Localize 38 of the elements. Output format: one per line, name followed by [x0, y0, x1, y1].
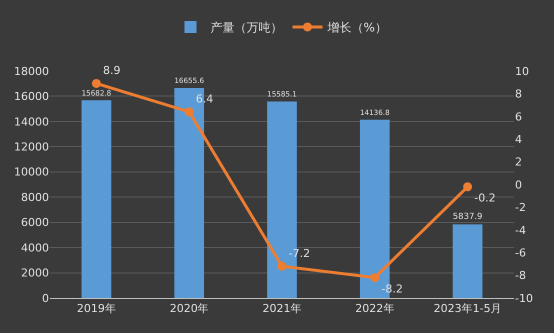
y-tick-label: 14000 [14, 115, 49, 128]
x-tick-label: 2023年1-5月 [434, 302, 502, 316]
y2-tick-label: -8 [515, 269, 526, 282]
point [278, 262, 286, 271]
y2-tick-label: 10 [515, 64, 529, 78]
point [184, 107, 194, 116]
x-tick-label: 2020年 [170, 302, 209, 316]
point [463, 182, 472, 192]
point [370, 273, 380, 282]
y-tick-label: 12000 [14, 140, 49, 154]
x-tick-label: 2019年 [76, 302, 116, 316]
y2-tick-label: -4 [515, 224, 526, 237]
y2-tick-label: 6 [515, 110, 522, 124]
y2-tick-label: -2 [515, 201, 526, 214]
legend-label: 增长（%） [326, 20, 387, 35]
y-tick-label: 6000 [21, 216, 49, 230]
data-label: 5837.9 [452, 211, 482, 222]
y2-tick-label: 8 [515, 88, 522, 101]
y-tick-label: 16000 [14, 90, 49, 104]
y-tick-label: 18000 [14, 64, 49, 78]
legend-label: 产量（万吨） [210, 20, 282, 35]
y-tick-label: 10000 [14, 166, 49, 179]
y-tick-label: 2000 [21, 266, 49, 280]
y-tick-label: 0 [42, 292, 49, 305]
x-tick-label: 2022年 [355, 302, 394, 316]
y2-tick-label: 0 [515, 178, 522, 192]
y-tick-label: 4000 [21, 241, 49, 254]
y-tick-label: 8000 [21, 190, 49, 204]
point [92, 78, 101, 88]
data-label: 8.9 [103, 64, 121, 78]
y2-tick-label: -6 [515, 246, 526, 260]
bar [452, 224, 482, 298]
x-tick-label: 2021年 [262, 302, 302, 316]
y2-tick-label: -10 [515, 292, 533, 305]
y2-tick-label: 2 [515, 156, 522, 169]
bar [82, 100, 112, 298]
y2-tick-label: 4 [515, 132, 522, 146]
data-label: -0.2 [474, 192, 496, 205]
